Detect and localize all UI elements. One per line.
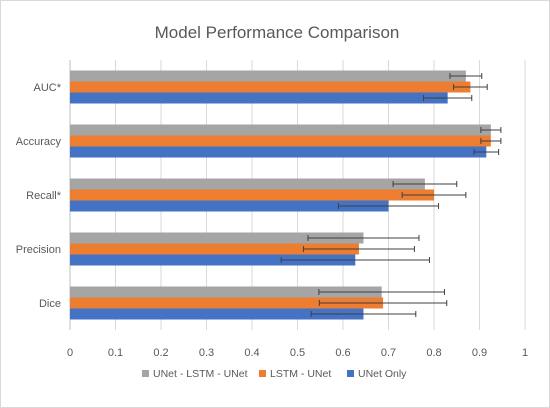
bar [70, 232, 364, 244]
tick-label: 0.5 [290, 347, 305, 359]
bar [70, 243, 359, 255]
tick-label: 0.1 [108, 347, 123, 359]
category-label: Recall* [26, 190, 62, 202]
bar [70, 200, 389, 212]
category-label: Dice [39, 298, 61, 310]
bar [70, 124, 491, 136]
tick-label: 0.2 [153, 347, 168, 359]
chart-title: Model Performance Comparison [155, 23, 400, 42]
bar [70, 81, 471, 93]
bar [70, 135, 491, 147]
error-bars [280, 73, 502, 317]
tick-label: 0.9 [472, 347, 487, 359]
bar [70, 178, 425, 190]
tick-label: 0.4 [244, 347, 259, 359]
bars [70, 70, 491, 320]
tick-label: 1 [522, 347, 528, 359]
category-label: Precision [16, 244, 61, 256]
bar [70, 70, 466, 82]
category-label: Accuracy [16, 136, 62, 148]
legend-swatch [347, 370, 354, 377]
legend: UNet - LSTM - UNet LSTM - UNet UNet Only [142, 368, 407, 380]
bar [70, 146, 487, 158]
category-label: AUC* [33, 82, 61, 94]
value-axis: 0 0.1 0.2 0.3 0.4 0.5 0.6 0.7 0.8 0.9 1 [67, 347, 528, 359]
tick-label: 0.6 [335, 347, 350, 359]
tick-label: 0.7 [381, 347, 396, 359]
tick-label: 0.3 [199, 347, 214, 359]
legend-label: LSTM - UNet [270, 368, 331, 380]
bar [70, 92, 448, 104]
tick-label: 0 [67, 347, 73, 359]
category-axis: AUC* Accuracy Recall* Precision Dice [16, 82, 62, 310]
tick-label: 0.8 [426, 347, 441, 359]
bar [70, 286, 382, 298]
bar [70, 297, 384, 309]
legend-swatch [259, 370, 266, 377]
legend-label: UNet Only [358, 368, 407, 380]
bar [70, 254, 356, 266]
legend-swatch [142, 370, 149, 377]
bar [70, 308, 364, 320]
bar [70, 189, 434, 201]
legend-label: UNet - LSTM - UNet [153, 368, 248, 380]
